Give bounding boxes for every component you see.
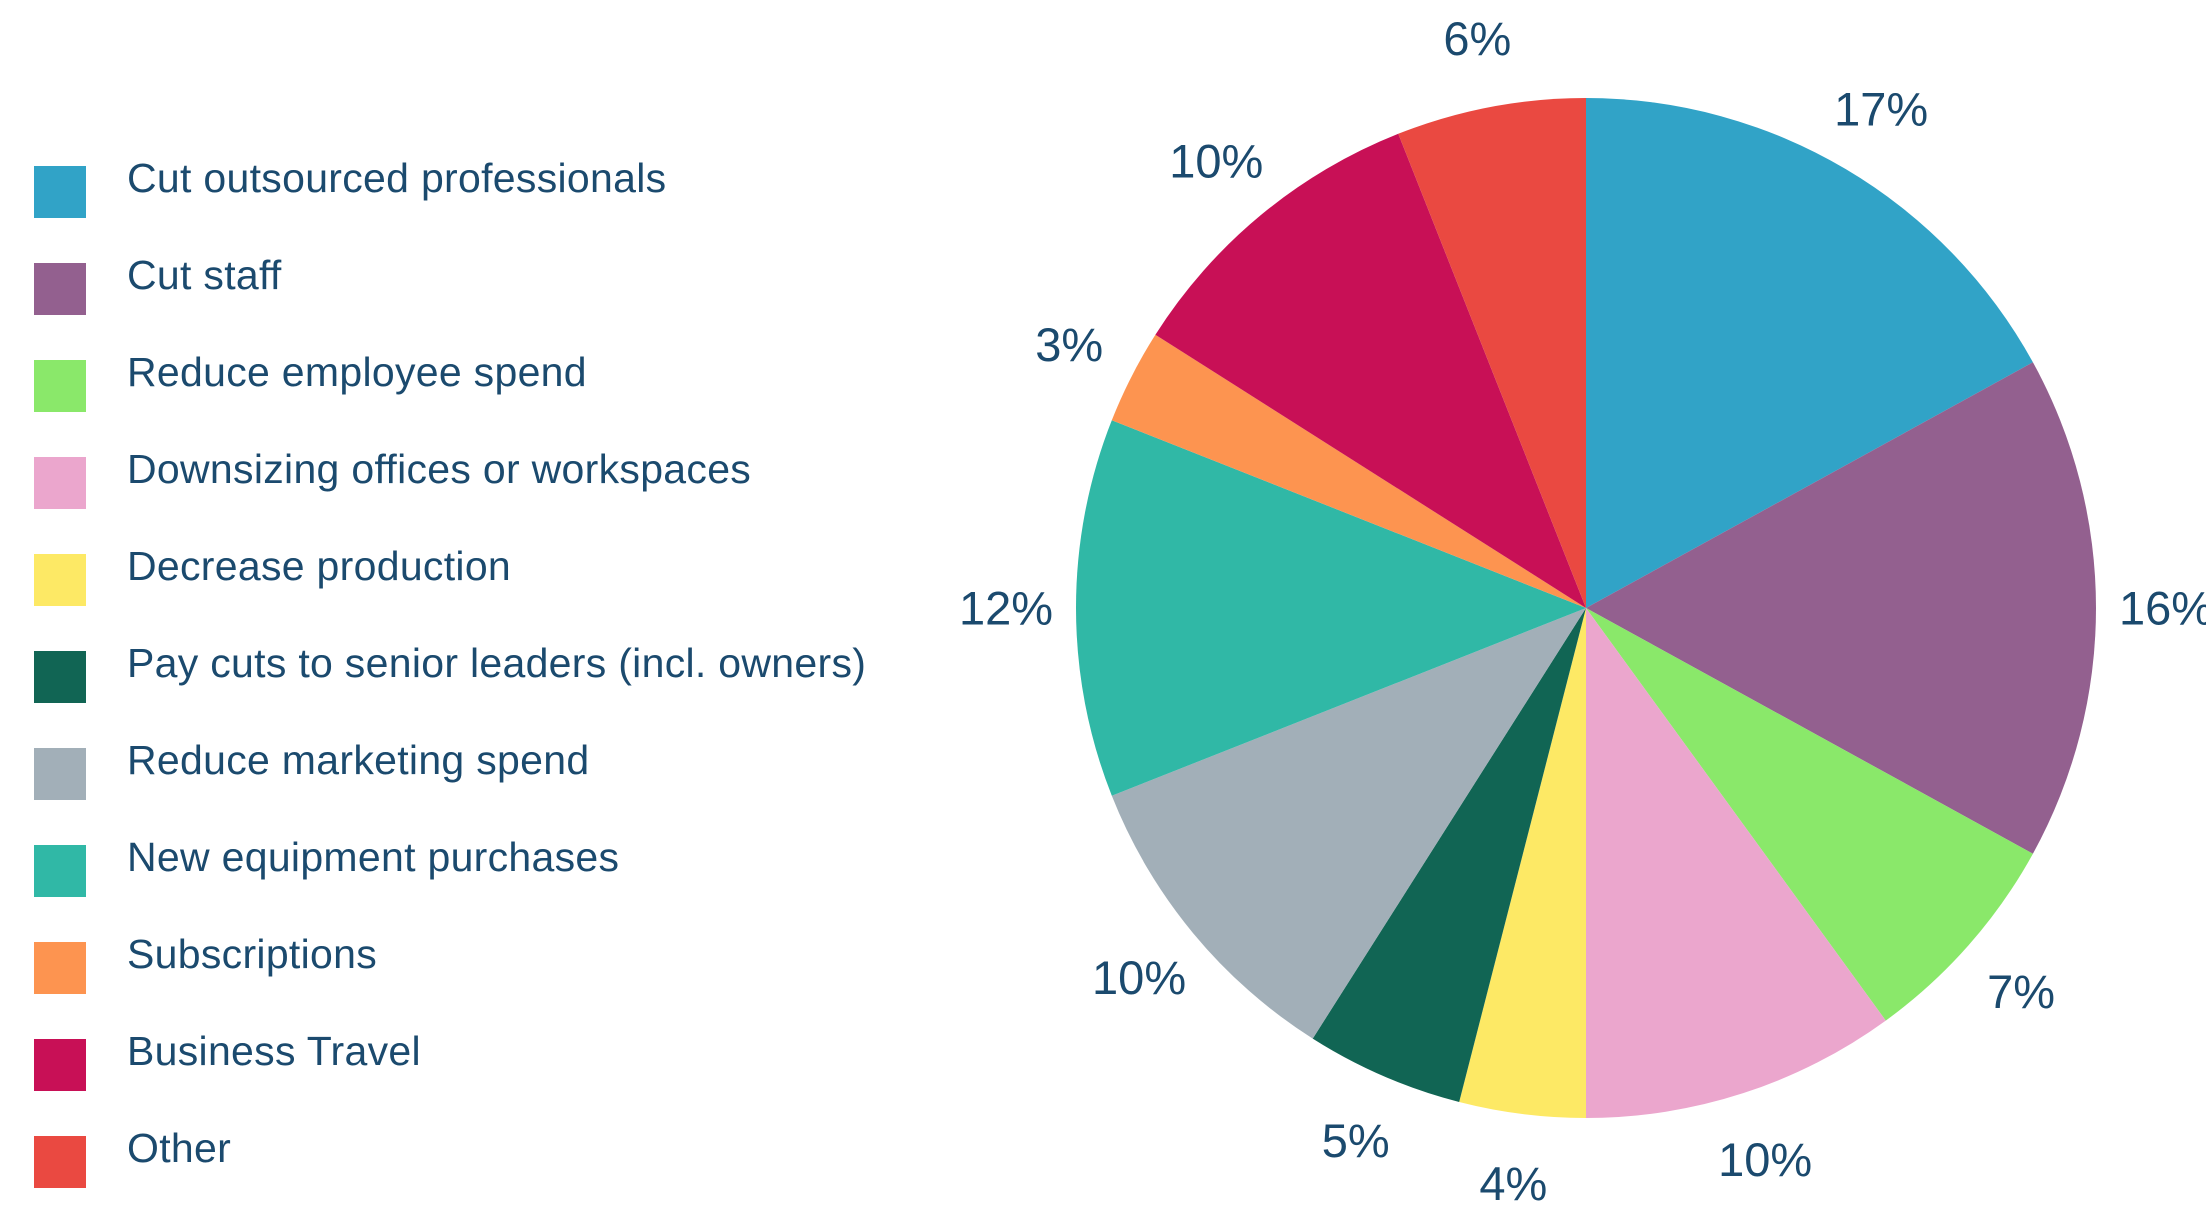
pie-slice-cut-outsourced-professionals <box>1586 97 2033 608</box>
legend-label: Decrease production <box>127 543 511 589</box>
pie-slice-downsizing-offices-or-workspaces <box>1586 608 1886 1118</box>
pie-slice-cut-staff <box>1586 362 2097 854</box>
legend-item-new-equipment-purchases: New equipment purchases <box>34 834 619 897</box>
slice-label-cut-outsourced-professionals: 17% <box>1834 82 1928 135</box>
legend-swatch <box>34 845 86 897</box>
legend-swatch <box>34 263 86 315</box>
legend-swatch <box>34 457 86 509</box>
legend-label: Pay cuts to senior leaders (incl. owners… <box>127 640 866 686</box>
legend-item-pay-cuts-to-senior-leaders-incl-owners: Pay cuts to senior leaders (incl. owners… <box>34 640 866 703</box>
slice-label-pay-cuts-to-senior-leaders-incl-owners: 5% <box>1322 1114 1390 1167</box>
legend-item-business-travel: Business Travel <box>34 1028 421 1091</box>
legend-swatch <box>34 1136 86 1188</box>
legend-item-cut-staff: Cut staff <box>34 252 282 315</box>
legend-item-reduce-marketing-spend: Reduce marketing spend <box>34 737 589 800</box>
legend-label: Cut staff <box>127 252 282 298</box>
legend-swatch <box>34 166 86 218</box>
slice-label-downsizing-offices-or-workspaces: 10% <box>1718 1133 1812 1186</box>
pie-slice-reduce-marketing-spend <box>1111 608 1586 1039</box>
legend-label: Reduce employee spend <box>127 349 587 395</box>
legend-item-decrease-production: Decrease production <box>34 543 511 606</box>
legend-item-cut-outsourced-professionals: Cut outsourced professionals <box>34 155 666 218</box>
legend-label: Other <box>127 1125 231 1171</box>
slice-label-subscriptions: 3% <box>1035 318 1103 371</box>
legend-label: Cut outsourced professionals <box>127 155 666 201</box>
pie-slice-decrease-production <box>1459 608 1586 1118</box>
pie-slice-new-equipment-purchases <box>1075 420 1586 796</box>
legend-label: Downsizing offices or workspaces <box>127 446 751 492</box>
legend-label: Business Travel <box>127 1028 421 1074</box>
legend-swatch <box>34 651 86 703</box>
pie-slice-reduce-employee-spend <box>1586 608 2033 1021</box>
slice-labels: 17% 16% 7% 10% 4% 5% 10% 12% 3% 10% 6% <box>959 12 2206 1210</box>
slice-label-other: 6% <box>1443 12 1511 65</box>
slice-label-cut-staff: 16% <box>2119 582 2206 635</box>
pie-slice-subscriptions <box>1111 334 1586 608</box>
legend-swatch <box>34 360 86 412</box>
slice-label-business-travel: 10% <box>1169 135 1263 188</box>
legend-swatch <box>34 748 86 800</box>
slice-label-reduce-marketing-spend: 10% <box>1092 951 1186 1004</box>
pie-slice-other <box>1398 98 1586 608</box>
pie-slices <box>1075 97 2097 1118</box>
slice-label-new-equipment-purchases: 12% <box>959 582 1053 635</box>
legend-label: New equipment purchases <box>127 834 619 880</box>
legend-item-subscriptions: Subscriptions <box>34 931 377 994</box>
legend-label: Reduce marketing spend <box>127 737 589 783</box>
legend-item-reduce-employee-spend: Reduce employee spend <box>34 349 587 412</box>
legend: Cut outsourced professionals Cut staff Red… <box>34 155 866 1188</box>
legend-item-downsizing-offices-or-workspaces: Downsizing offices or workspaces <box>34 446 751 509</box>
legend-label: Subscriptions <box>127 931 377 977</box>
slice-label-reduce-employee-spend: 7% <box>1987 965 2055 1018</box>
pie-slice-business-travel <box>1155 133 1586 608</box>
pie-slice-pay-cuts-to-senior-leaders-incl-owners <box>1312 608 1586 1102</box>
legend-item-other: Other <box>34 1125 231 1188</box>
legend-swatch <box>34 554 86 606</box>
legend-swatch <box>34 942 86 994</box>
legend-swatch <box>34 1039 86 1091</box>
slice-label-decrease-production: 4% <box>1479 1157 1547 1210</box>
